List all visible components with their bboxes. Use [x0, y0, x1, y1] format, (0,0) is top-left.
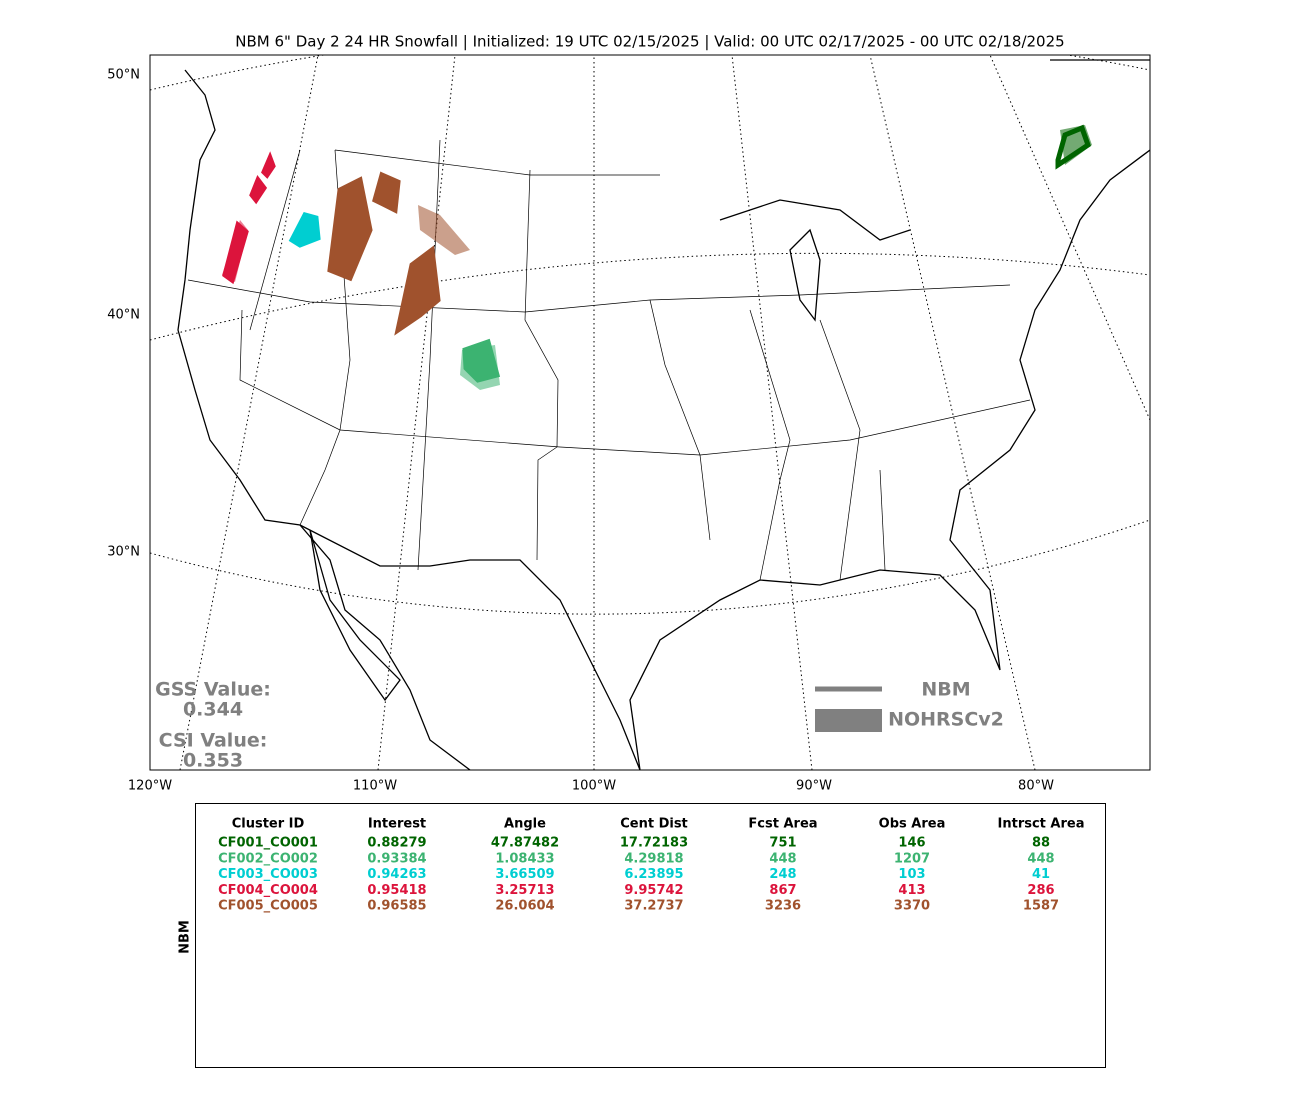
cluster [372, 171, 401, 214]
table-cell: 37.2737 [624, 899, 683, 914]
table-cell: 103 [898, 867, 925, 882]
table-cell: 47.87482 [491, 836, 559, 851]
table-cell: 413 [898, 883, 925, 898]
table-cell: 9.95742 [624, 883, 683, 898]
cluster [1055, 124, 1092, 170]
lon-label: 110°W [353, 779, 397, 794]
lon-label: 80°W [1018, 779, 1054, 794]
table-cell: 0.88279 [367, 836, 426, 851]
table-header: Interest [368, 817, 426, 832]
table-cell: CF005_CO005 [218, 899, 318, 914]
legend-label: NOHRSCv2 [888, 709, 1004, 731]
cluster [222, 220, 249, 285]
lat-label: 50°N [107, 68, 140, 83]
table-cell: 146 [898, 836, 925, 851]
table-cell: 1.08433 [495, 851, 554, 866]
table-header: Obs Area [879, 817, 946, 832]
table-header: Cent Dist [620, 817, 688, 832]
table-side-label: NBM [178, 920, 193, 954]
table-cell: 4.29818 [624, 851, 683, 866]
table-cell: 3.66509 [495, 867, 554, 882]
table-cell: 6.23895 [624, 867, 683, 882]
legend-swatch [815, 709, 882, 732]
table-cell: CF002_CO002 [218, 851, 318, 866]
table-cell: 867 [769, 883, 796, 898]
table-cell: 17.72183 [620, 836, 688, 851]
cluster [249, 174, 268, 205]
table-cell: 41 [1032, 867, 1050, 882]
lat-label: 40°N [107, 308, 140, 323]
table-header: Cluster ID [232, 817, 305, 832]
cluster [462, 338, 501, 383]
table-cell: 286 [1027, 883, 1054, 898]
cluster [418, 205, 470, 255]
table-cell: 88 [1032, 836, 1050, 851]
table-cell: 3.25713 [495, 883, 554, 898]
title: NBM 6" Day 2 24 HR Snowfall | Initialize… [235, 33, 1064, 51]
table-cell: 248 [769, 867, 796, 882]
cluster [327, 176, 373, 282]
table-cell: 1587 [1023, 899, 1059, 914]
csi-label: CSI Value: [159, 730, 268, 752]
table-cell: 448 [769, 851, 796, 866]
csi-value: 0.353 [183, 750, 243, 772]
cluster [288, 212, 321, 248]
table-cell: 0.95418 [367, 883, 426, 898]
table-header: Intrsct Area [998, 817, 1085, 832]
table-cell: 26.0604 [495, 899, 554, 914]
lon-label: 90°W [796, 779, 832, 794]
table-cell: 448 [1027, 851, 1054, 866]
clusters [222, 124, 1092, 390]
table-cell: CF004_CO004 [218, 883, 318, 898]
table-cell: CF003_CO003 [218, 867, 318, 882]
lon-label: 100°W [572, 779, 616, 794]
table-frame [195, 803, 1106, 1068]
table-header: Fcst Area [748, 817, 817, 832]
lat-label: 30°N [107, 545, 140, 560]
table-cell: CF001_CO001 [218, 836, 318, 851]
table-cell: 0.96585 [367, 899, 426, 914]
table-cell: 3236 [765, 899, 801, 914]
gss-label: GSS Value: [155, 679, 271, 701]
map-frame [149, 54, 1151, 771]
table-cell: 751 [769, 836, 796, 851]
table-cell: 0.93384 [367, 851, 426, 866]
lon-label: 120°W [128, 779, 172, 794]
cluster [261, 151, 276, 179]
legend-label: NBM [921, 679, 970, 701]
map: NBM NOHRSCv2 GSS Value: 0.344 CSI Value:… [149, 54, 1151, 772]
gss-value: 0.344 [183, 699, 243, 721]
table-cell: 3370 [894, 899, 930, 914]
table-cell: 1207 [894, 851, 930, 866]
table-header: Angle [504, 817, 546, 832]
cluster [394, 245, 441, 336]
table-cell: 0.94263 [367, 867, 426, 882]
